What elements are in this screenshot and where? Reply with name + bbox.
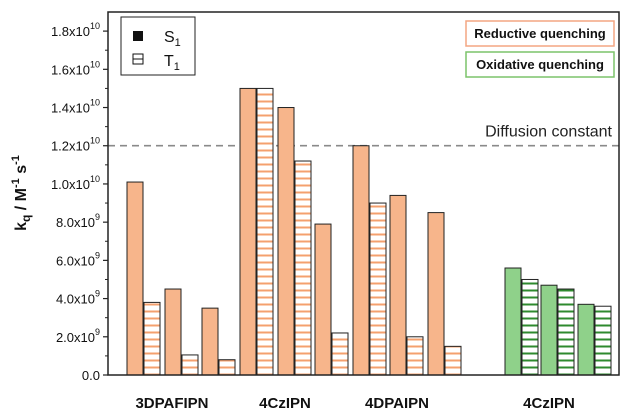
y-tick-label: 8.0x109 [56, 212, 100, 230]
bar-s1 [201, 307, 219, 376]
legend: S1 T1 [120, 16, 196, 76]
y-tick-label: 1.4x1010 [51, 98, 100, 116]
bar-t1 [331, 332, 349, 376]
bar-t1 [181, 354, 199, 376]
bar-s1 [164, 288, 182, 376]
bars-layer [126, 87, 612, 376]
bar-t1 [594, 305, 612, 376]
bar-t1 [521, 278, 539, 376]
y-tick-label: 2.0x109 [56, 327, 100, 345]
y-tick-label: 6.0x109 [56, 250, 100, 268]
x-axis-category-labels: 3DPAFIPN 4CzIPN 4DPAIPN 4CzIPN [135, 395, 574, 412]
reductive-quenching-label: Reductive quenching [474, 26, 606, 41]
y-tick-label: 4.0x109 [56, 289, 100, 307]
bar-t1 [369, 202, 387, 376]
y-axis: 0.0 2.0x109 4.0x109 6.0x109 8.0x109 1.0x1010 1… [51, 21, 108, 383]
y-tick-label: 1.2x1010 [51, 136, 100, 154]
category-label: 4CzIPN [259, 395, 311, 412]
bar-s1 [277, 107, 295, 376]
bar-t1 [218, 359, 236, 376]
bar-s1 [352, 145, 370, 376]
y-tick-label: 1.0x1010 [51, 174, 100, 192]
bar-t1 [256, 87, 274, 376]
bar-t1 [444, 345, 462, 376]
category-label: 4CzIPN [523, 395, 575, 412]
category-label: 4DPAIPN [365, 395, 429, 412]
bar-s1 [314, 223, 332, 376]
y-axis-label: kq / M-1 s-1 [10, 155, 33, 231]
bar-s1 [540, 284, 558, 376]
legend-label-s1: S1 [164, 29, 181, 49]
reductive-quenching-box [465, 20, 615, 47]
quenching-key: Reductive quenching Oxidative quenching [465, 20, 615, 78]
oxidative-quenching-label: Oxidative quenching [476, 57, 604, 72]
bar-s1 [427, 212, 445, 376]
legend-swatch-s1 [133, 31, 143, 41]
bar-t1 [557, 288, 575, 376]
bar-t1 [406, 336, 424, 376]
plot-frame [107, 11, 620, 376]
bar-s1 [389, 194, 407, 376]
y-tick-label: 1.8x1010 [51, 21, 100, 39]
y-tick-label: 1.6x1010 [51, 59, 100, 77]
category-label: 3DPAFIPN [135, 395, 208, 412]
bar-s1 [577, 303, 595, 376]
legend-label-t1: T1 [164, 53, 180, 73]
y-tick-label: 0.0 [82, 368, 100, 383]
bar-s1 [126, 181, 144, 376]
bar-s1 [239, 87, 257, 376]
reference-line-layer: Diffusion constant [108, 124, 619, 147]
diffusion-constant-label: Diffusion constant [485, 124, 612, 141]
legend-frame [120, 16, 196, 76]
bar-t1 [294, 160, 312, 376]
bar-s1 [504, 267, 522, 376]
bar-t1 [143, 301, 161, 376]
oxidative-quenching-box [465, 51, 615, 78]
